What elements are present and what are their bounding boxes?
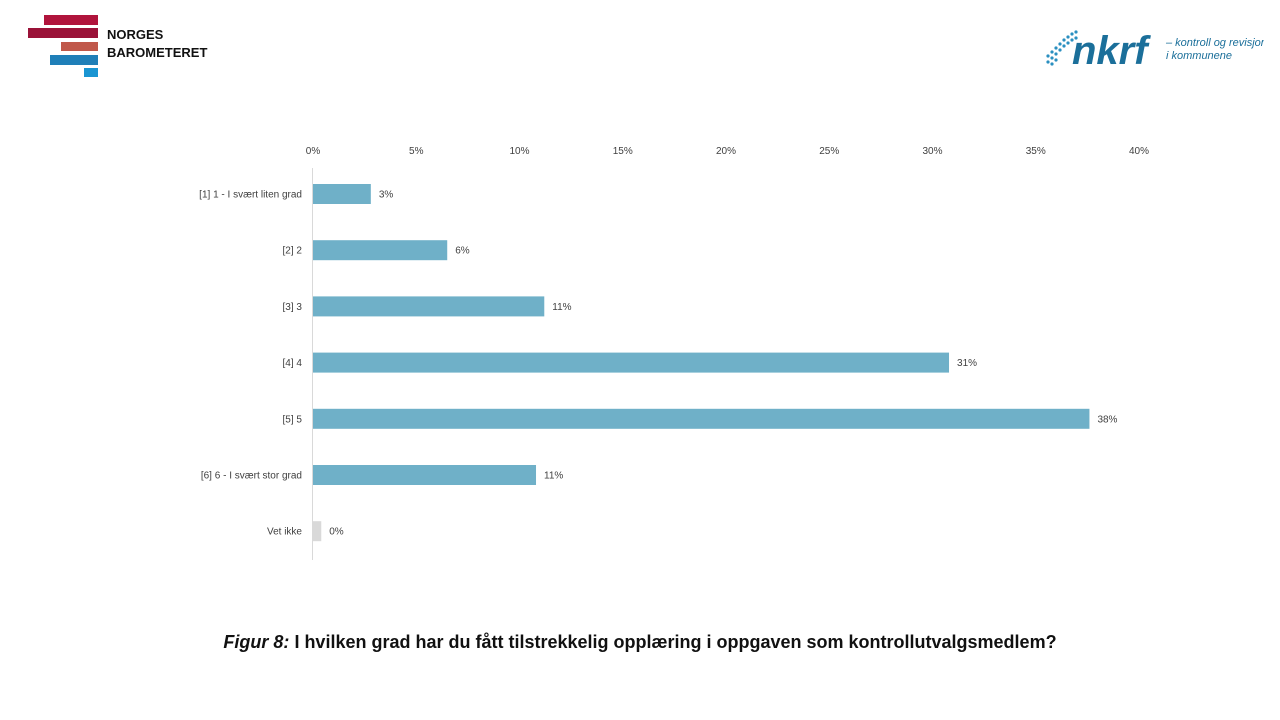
logo-bar-4 bbox=[50, 55, 98, 65]
category-label: [1] 1 - I svært liten grad bbox=[199, 190, 302, 201]
logo-bar-2 bbox=[28, 28, 98, 38]
bar-chart: 0% 5% 10% 15% 20% 25% 30% 35% 40% [1] 1 - I svær… bbox=[199, 146, 1149, 560]
x-tick-label: 15% bbox=[613, 146, 633, 157]
norges-barometeret-logo bbox=[28, 15, 98, 77]
x-tick-label: 25% bbox=[819, 146, 839, 157]
nkrf-dots-icon bbox=[1046, 30, 1078, 66]
category-label: [4] 4 bbox=[283, 358, 303, 369]
x-tick-label: 30% bbox=[922, 146, 942, 157]
data-label: 3% bbox=[379, 190, 394, 201]
norges-barometeret-wordmark: NORGES BAROMETERET bbox=[107, 26, 207, 62]
bar bbox=[313, 521, 322, 542]
category-label: Vet ikke bbox=[267, 527, 302, 538]
logo-line-1: NORGES bbox=[107, 27, 164, 42]
x-tick-label: 35% bbox=[1026, 146, 1046, 157]
logo-line-2: BAROMETERET bbox=[107, 45, 208, 60]
data-label: 11% bbox=[552, 302, 571, 313]
bar bbox=[313, 352, 950, 373]
nkrf-tagline-line2: i kommunene bbox=[1166, 50, 1232, 62]
x-tick-label: 0% bbox=[306, 146, 321, 157]
x-tick-label: 5% bbox=[409, 146, 424, 157]
figure-caption: Figur 8: I hvilken grad har du fått tils… bbox=[0, 632, 1280, 653]
nkrf-wordmark: nkrf bbox=[1072, 29, 1151, 72]
data-label: 31% bbox=[957, 358, 977, 369]
data-label: 0% bbox=[329, 527, 344, 538]
bar bbox=[313, 240, 448, 261]
nkrf-logo: nkrf – kontroll og revisjon i kommunene bbox=[1046, 29, 1264, 72]
logo-bar-5 bbox=[84, 68, 98, 77]
data-label: 11% bbox=[544, 471, 563, 482]
nkrf-tagline-line1: – kontroll og revisjon bbox=[1165, 37, 1264, 49]
category-label: [3] 3 bbox=[283, 302, 303, 313]
bar bbox=[313, 296, 545, 317]
logo-bar-1 bbox=[44, 15, 98, 25]
figure-label: Figur 8: bbox=[223, 632, 290, 652]
x-tick-label: 10% bbox=[509, 146, 529, 157]
category-label: [5] 5 bbox=[283, 414, 303, 425]
bar bbox=[313, 408, 1090, 429]
bar bbox=[313, 184, 371, 204]
figure-title: I hvilken grad har du fått tilstrekkelig… bbox=[294, 632, 1057, 652]
logo-bar-3 bbox=[61, 42, 98, 51]
x-tick-label: 20% bbox=[716, 146, 736, 157]
bars: [1] 1 - I svært liten grad 3% [2] 2 6% [3] 3… bbox=[199, 184, 1118, 542]
bar bbox=[313, 465, 537, 485]
category-label: [6] 6 - I svært stor grad bbox=[201, 471, 302, 482]
x-axis-ticks: 0% 5% 10% 15% 20% 25% 30% 35% 40% bbox=[306, 146, 1149, 157]
category-label: [2] 2 bbox=[283, 246, 303, 257]
data-label: 38% bbox=[1097, 414, 1117, 425]
x-tick-label: 40% bbox=[1129, 146, 1149, 157]
data-label: 6% bbox=[455, 246, 470, 257]
